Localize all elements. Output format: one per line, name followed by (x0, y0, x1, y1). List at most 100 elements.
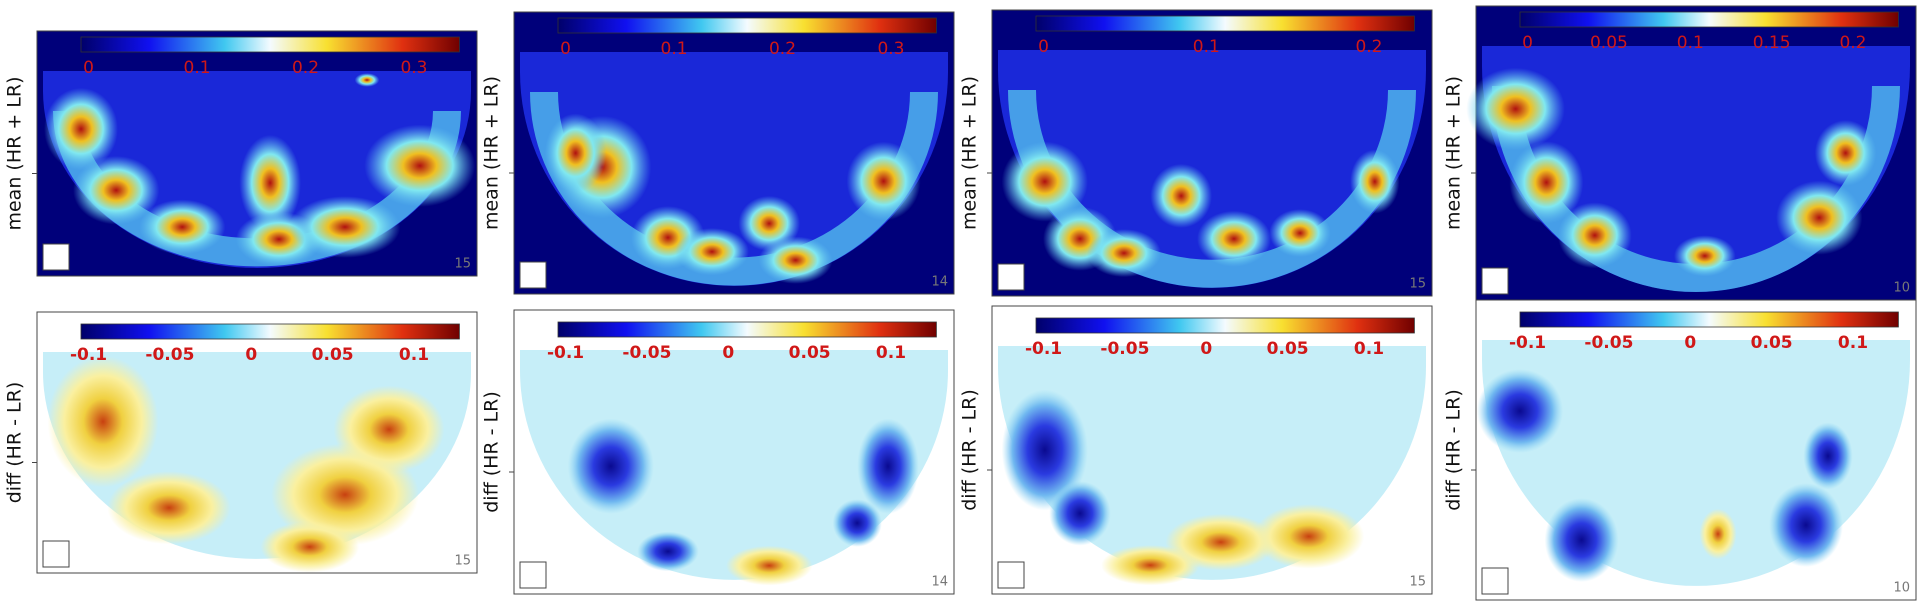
map-blob (675, 228, 749, 276)
colorbar-tick-label: -0.1 (70, 345, 107, 365)
map-blob (1001, 141, 1088, 222)
colorbar-tick-label: -0.05 (145, 345, 194, 365)
map-blob (44, 87, 118, 171)
colorbar-tick-label: 0.05 (789, 343, 831, 363)
y-axis-label: mean (HR + LR) (959, 76, 981, 230)
colorbar-tick-label: 0.1 (184, 58, 211, 78)
colorbar-tick-label: 0.05 (1267, 339, 1309, 359)
colorbar-tick-label: 0.3 (877, 39, 904, 59)
map-blob (1699, 508, 1737, 560)
count-label: 15 (454, 257, 471, 272)
colorbar-tick-label: 0 (722, 343, 734, 363)
colorbar-tick-label: 0 (560, 39, 571, 59)
map-blob (832, 499, 882, 547)
colorbar-tick-label: -0.1 (547, 343, 584, 363)
corner-square (42, 243, 70, 271)
colorbar-tick-label: -0.05 (1584, 333, 1633, 353)
map-blob (1509, 141, 1584, 224)
map-blob (1087, 229, 1161, 278)
colorbar (557, 321, 937, 338)
mean-panel: 0 0.05 0.1 0.15 0.2 10 mean (HR + LR) (1443, 5, 1917, 301)
colorbar-tick-label: 0.1 (399, 345, 429, 365)
map-blob (637, 531, 699, 572)
y-axis-label: diff (HR - LR) (481, 391, 503, 513)
map-blob (758, 236, 833, 284)
count-label: 10 (1893, 281, 1910, 296)
y-axis-label: mean (HR + LR) (481, 76, 503, 230)
colorbar (1519, 11, 1899, 28)
y-axis-label: diff (HR - LR) (959, 389, 981, 511)
map-blob (333, 385, 445, 474)
map-blob (239, 134, 301, 231)
colorbar-tick-label: 0.1 (1838, 333, 1868, 353)
colorbar-tick-label: 0.1 (876, 343, 906, 363)
map-blob (544, 113, 607, 193)
colorbar-tick-label: -0.1 (1509, 333, 1546, 353)
map-blob (1769, 483, 1843, 567)
count-label: 10 (1893, 581, 1910, 596)
map-blob (1803, 422, 1853, 490)
map-blob (1101, 545, 1200, 586)
diff-panel: -0.1 -0.05 0 0.05 0.1 15 diff (HR - LR) (4, 311, 478, 574)
map-blob (1049, 481, 1111, 546)
corner-square (1481, 567, 1509, 595)
colorbar-tick-label: 0 (245, 345, 257, 365)
colorbar (80, 323, 460, 340)
corner-square (42, 540, 70, 568)
colorbar-tick-label: -0.1 (1025, 339, 1062, 359)
map-blob (1253, 504, 1365, 569)
map-blob (857, 418, 919, 514)
colorbar-tick-label: 0.2 (1839, 33, 1866, 53)
count-label: 15 (1409, 575, 1426, 590)
colorbar-tick-label: 0.15 (1753, 33, 1791, 53)
colorbar (80, 36, 460, 53)
map-blob (726, 545, 813, 586)
mean-panel: 0 0.1 0.2 15 mean (HR + LR) (959, 9, 1433, 297)
colorbar-tick-label: 0.3 (400, 58, 427, 78)
y-axis-label: mean (HR + LR) (1443, 76, 1465, 230)
colorbar (557, 17, 937, 34)
diff-panel: -0.1 -0.05 0 0.05 0.1 15 diff (HR - LR) (959, 305, 1433, 595)
colorbar-tick-label: 0.05 (312, 345, 354, 365)
colorbar-tick-label: 0 (1522, 33, 1533, 53)
map-blob (260, 521, 360, 573)
map-blob (1269, 209, 1331, 258)
diff-panel: -0.1 -0.05 0 0.05 0.1 10 diff (HR - LR) (1443, 299, 1917, 601)
map-blob (1776, 180, 1863, 255)
map-blob (1557, 202, 1632, 269)
colorbar-tick-label: 0.2 (769, 39, 796, 59)
colorbar-tick-label: 0.05 (1751, 333, 1793, 353)
map-blob (1476, 369, 1564, 453)
map-blob (567, 418, 654, 514)
count-label: 14 (931, 275, 948, 290)
colorbar-tick-label: 0 (1684, 333, 1696, 353)
map-blob (1197, 210, 1271, 267)
colorbar-tick-label: 0.2 (292, 58, 319, 78)
map-blob (354, 73, 380, 87)
mean-panel: 0 0.1 0.2 0.3 14 mean (HR + LR) (481, 11, 955, 295)
map-blob (73, 155, 160, 225)
map-blob (846, 141, 921, 221)
corner-square (519, 261, 547, 289)
y-axis-label: mean (HR + LR) (4, 76, 26, 230)
map-blob (1001, 389, 1088, 511)
colorbar (1519, 311, 1899, 328)
diff-panel: -0.1 -0.05 0 0.05 0.1 14 diff (HR - LR) (481, 309, 955, 595)
colorbar (1035, 317, 1415, 334)
mean-panel: 0 0.1 0.2 0.3 15 mean (HR + LR) (4, 30, 478, 277)
corner-square (997, 561, 1025, 589)
colorbar (1035, 15, 1415, 32)
map-blob (289, 196, 401, 258)
corner-square (997, 263, 1025, 291)
colorbar-tick-label: 0.1 (1354, 339, 1384, 359)
y-axis-label: diff (HR - LR) (1443, 389, 1465, 511)
count-label: 15 (1409, 277, 1426, 292)
corner-square (519, 561, 547, 589)
map-blob (1350, 149, 1400, 214)
colorbar-tick-label: 0.1 (1677, 33, 1704, 53)
colorbar-tick-label: -0.05 (1100, 339, 1149, 359)
map-blob (47, 355, 159, 488)
count-label: 15 (454, 554, 471, 569)
map-blob (1466, 67, 1565, 151)
